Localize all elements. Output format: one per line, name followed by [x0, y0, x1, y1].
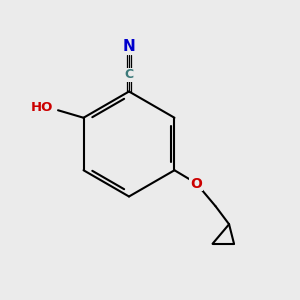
Text: C: C — [124, 68, 134, 82]
Text: O: O — [190, 177, 202, 191]
Text: N: N — [123, 39, 135, 54]
Text: HO: HO — [30, 101, 52, 114]
